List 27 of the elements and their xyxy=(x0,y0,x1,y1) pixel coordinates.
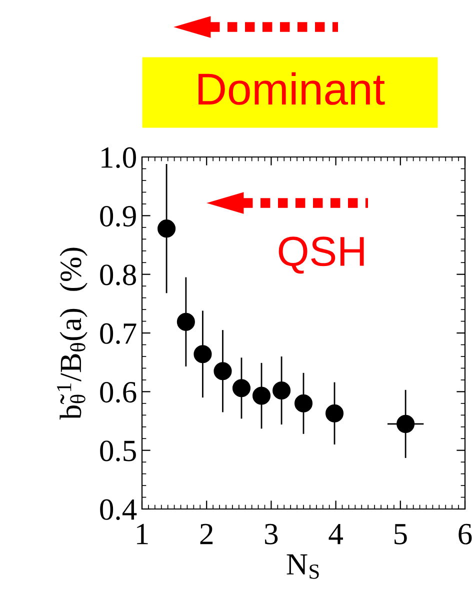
y-tick-label: 0.5 xyxy=(100,440,136,462)
x-tick-label: 4 xyxy=(328,524,343,544)
x-tick-label: 6 xyxy=(458,524,472,544)
point xyxy=(294,394,313,412)
point xyxy=(194,345,212,364)
point xyxy=(325,404,344,422)
point xyxy=(396,414,415,433)
point xyxy=(272,381,291,400)
x-tick-label: 1 xyxy=(137,524,148,544)
point xyxy=(252,386,271,405)
y-tick-label: 1.0 xyxy=(102,147,136,168)
x-tick-label: 2 xyxy=(200,524,213,544)
y-tick-label: 0.4 xyxy=(100,499,137,520)
x-tick-label: 3 xyxy=(265,524,278,544)
annotation: QSH xyxy=(278,236,364,274)
point xyxy=(232,379,251,398)
y-tick-label: 0.8 xyxy=(100,264,136,286)
point xyxy=(176,312,195,331)
y-tick-label: 0.7 xyxy=(100,323,136,344)
point xyxy=(158,220,176,238)
point xyxy=(214,362,232,380)
x-axis-title: N$_{S}$ xyxy=(286,554,319,579)
text: Dominant xyxy=(198,72,385,105)
y-tick-label: 0.9 xyxy=(100,206,136,227)
y-axis-title: b̃$_{θ}$$^{1}$/B$_{θ}$(a) (%) xyxy=(56,248,88,420)
x-tick-label: 5 xyxy=(394,524,407,544)
y-tick-label: 0.6 xyxy=(100,382,136,403)
